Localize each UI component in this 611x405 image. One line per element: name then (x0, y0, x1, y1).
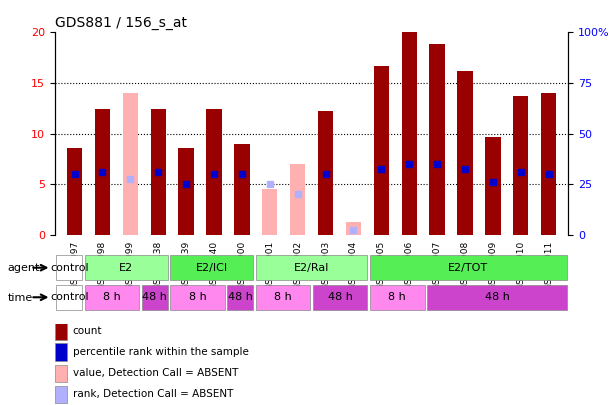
Bar (142, 285, 168, 310)
Bar (541, 93, 557, 235)
Bar (458, 71, 473, 235)
Bar (262, 190, 277, 235)
Bar (485, 137, 500, 235)
Bar (170, 285, 225, 310)
Bar (55, 322, 67, 340)
Bar (56, 285, 82, 310)
Bar (55, 364, 67, 382)
Bar (370, 285, 425, 310)
Bar (427, 285, 567, 310)
Text: value, Detection Call = ABSENT: value, Detection Call = ABSENT (73, 369, 238, 378)
Bar (85, 285, 139, 310)
Text: agent: agent (7, 263, 40, 273)
Text: E2/Ral: E2/Ral (294, 263, 329, 273)
Bar (85, 255, 168, 280)
Text: 48 h: 48 h (228, 292, 253, 302)
Bar (346, 222, 361, 235)
Text: 8 h: 8 h (103, 292, 121, 302)
Bar (256, 255, 367, 280)
Bar (318, 111, 333, 235)
Text: E2/TOT: E2/TOT (448, 263, 489, 273)
Text: rank, Detection Call = ABSENT: rank, Detection Call = ABSENT (73, 390, 233, 399)
Bar (370, 255, 567, 280)
Bar (234, 144, 249, 235)
Bar (178, 148, 194, 235)
Text: percentile rank within the sample: percentile rank within the sample (73, 347, 249, 357)
Bar (256, 285, 310, 310)
Bar (430, 44, 445, 235)
Text: 8 h: 8 h (189, 292, 207, 302)
Text: control: control (50, 292, 89, 302)
Text: E2/ICI: E2/ICI (196, 263, 228, 273)
Text: count: count (73, 326, 102, 336)
Bar (55, 343, 67, 361)
Bar (401, 32, 417, 235)
Text: 48 h: 48 h (327, 292, 353, 302)
Text: E2: E2 (119, 263, 133, 273)
Bar (513, 96, 529, 235)
Text: 48 h: 48 h (485, 292, 510, 302)
Text: time: time (7, 293, 32, 303)
Bar (313, 285, 367, 310)
Bar (67, 148, 82, 235)
Bar (290, 164, 306, 235)
Bar (170, 255, 254, 280)
Bar (207, 109, 222, 235)
Bar (227, 285, 254, 310)
Text: control: control (50, 263, 89, 273)
Bar (374, 66, 389, 235)
Bar (56, 255, 82, 280)
Text: 48 h: 48 h (142, 292, 167, 302)
Text: GDS881 / 156_s_at: GDS881 / 156_s_at (55, 16, 187, 30)
Text: 8 h: 8 h (388, 292, 406, 302)
Text: 8 h: 8 h (274, 292, 292, 302)
Bar (55, 386, 67, 403)
Bar (150, 109, 166, 235)
Bar (123, 93, 138, 235)
Bar (95, 109, 110, 235)
